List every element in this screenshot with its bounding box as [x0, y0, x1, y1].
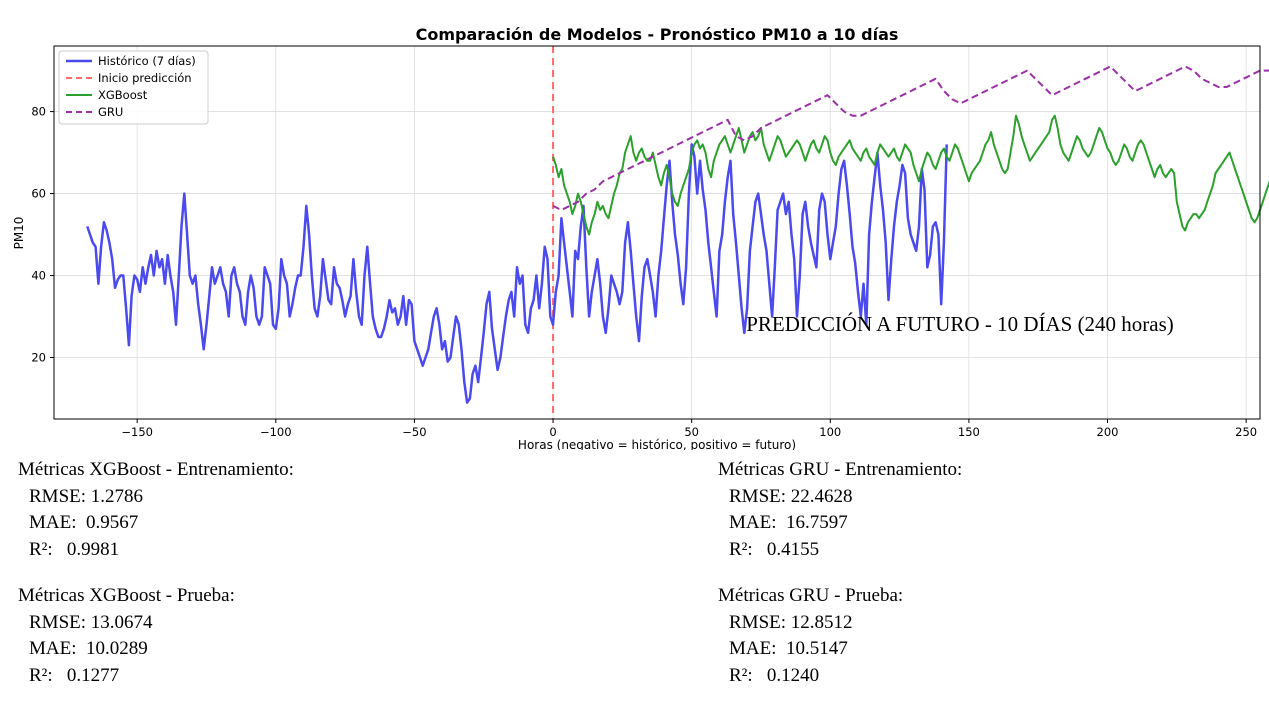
mae-label: MAE:: [29, 638, 77, 659]
mae-label: MAE:: [729, 638, 777, 659]
mae-value: 16.7597: [786, 512, 848, 533]
xgb-test-header: Métricas XGBoost - Prueba:: [18, 585, 235, 606]
xgb-train-header: Métricas XGBoost - Entrenamiento:: [18, 459, 294, 480]
rmse-label: RMSE:: [729, 611, 787, 633]
rmse-value: 22.4628: [790, 485, 853, 507]
x-tick-label: 100: [819, 425, 841, 439]
legend-box: [58, 50, 209, 125]
plot-series: [86, 46, 1269, 419]
r2-value: 0.1277: [66, 664, 120, 686]
y-tick-label: 40: [31, 269, 46, 283]
gru-test-mae: MAE: 10.5147: [718, 636, 962, 663]
rmse-label: RMSE:: [29, 611, 87, 633]
series-line-xgboost: [552, 114, 1269, 236]
x-axis-label: Horas (negativo = histórico, positivo = …: [518, 438, 796, 450]
x-tick-label: 250: [1235, 425, 1257, 439]
metrics-xgboost: Métricas XGBoost - Entrenamiento: RMSE: …: [18, 457, 294, 689]
rmse-label: RMSE:: [729, 485, 787, 507]
r2-label: R²:: [29, 664, 53, 686]
xgb-test-r2: R²: 0.1277: [18, 663, 294, 690]
y-axis-label: PM10: [12, 217, 26, 250]
mae-value: 10.0289: [86, 638, 148, 659]
mae-value: 0.9567: [86, 512, 139, 533]
chart-title: Comparación de Modelos - Pronóstico PM10…: [416, 25, 899, 44]
plot-frame: [53, 45, 1261, 420]
rmse-label: RMSE:: [29, 485, 87, 507]
x-tick-label: 200: [1097, 425, 1119, 439]
pm10-forecast-chart: Comparación de Modelos - Pronóstico PM10…: [12, 25, 1269, 450]
legend: Histórico (7 días) Inicio predicción XGB…: [58, 50, 209, 125]
gru-train-header: Métricas GRU - Entrenamiento:: [718, 459, 963, 480]
y-tick-label: 80: [31, 105, 46, 119]
gru-test-rmse: RMSE: 12.8512: [718, 610, 962, 637]
metrics-gru: Métricas GRU - Entrenamiento: RMSE: 22.4…: [718, 457, 962, 689]
x-tick-label: 50: [684, 425, 699, 439]
gru-train-rmse: RMSE: 22.4628: [718, 484, 962, 511]
rmse-value: 12.8512: [790, 611, 853, 633]
x-tick-label: 0: [549, 425, 556, 439]
grid: [54, 46, 1260, 419]
legend-gru-label: GRU: [98, 105, 123, 119]
mae-label: MAE:: [29, 512, 77, 533]
xgb-train-r2: R²: 0.9981: [18, 537, 294, 564]
x-tick-label: −100: [260, 425, 292, 439]
x-tick-label: −150: [121, 425, 153, 439]
forecast-annotation: PREDICCIÓN A FUTURO - 10 DÍAS (240 horas…: [746, 312, 1174, 336]
xgb-test-mae: MAE: 10.0289: [18, 636, 294, 663]
r2-label: R²:: [729, 664, 753, 686]
legend-xgboost-label: XGBoost: [98, 88, 148, 102]
rmse-value: 1.2786: [90, 485, 144, 507]
series-line-hist-rico-7-d-as: [86, 143, 948, 404]
xgb-train-mae: MAE: 0.9567: [18, 510, 294, 537]
y-tick-label: 20: [31, 351, 46, 365]
gru-train-mae: MAE: 16.7597: [718, 510, 962, 537]
r2-value: 0.1240: [766, 664, 820, 686]
x-tick-label: 150: [958, 425, 980, 439]
xgb-test-rmse: RMSE: 13.0674: [18, 610, 294, 637]
legend-historico-label: Histórico (7 días): [98, 54, 196, 68]
gru-test-header: Métricas GRU - Prueba:: [718, 585, 904, 606]
xgb-train-rmse: RMSE: 1.2786: [18, 484, 294, 511]
rmse-value: 13.0674: [90, 611, 153, 633]
legend-inicio-label: Inicio predicción: [98, 71, 192, 85]
series-line-gru: [552, 65, 1269, 211]
mae-label: MAE:: [729, 512, 777, 533]
r2-value: 0.4155: [766, 538, 820, 560]
r2-value: 0.9981: [66, 538, 120, 560]
x-tick-label: −50: [402, 425, 426, 439]
axis-ticks: −150 −100 −50 0 50 100 150 200 250 20 40 60 80: [31, 105, 1257, 439]
r2-label: R²:: [729, 538, 753, 560]
gru-train-r2: R²: 0.4155: [718, 537, 962, 564]
gru-test-r2: R²: 0.1240: [718, 663, 962, 690]
y-tick-label: 60: [31, 187, 46, 201]
r2-label: R²:: [29, 538, 53, 560]
mae-value: 10.5147: [786, 638, 848, 659]
